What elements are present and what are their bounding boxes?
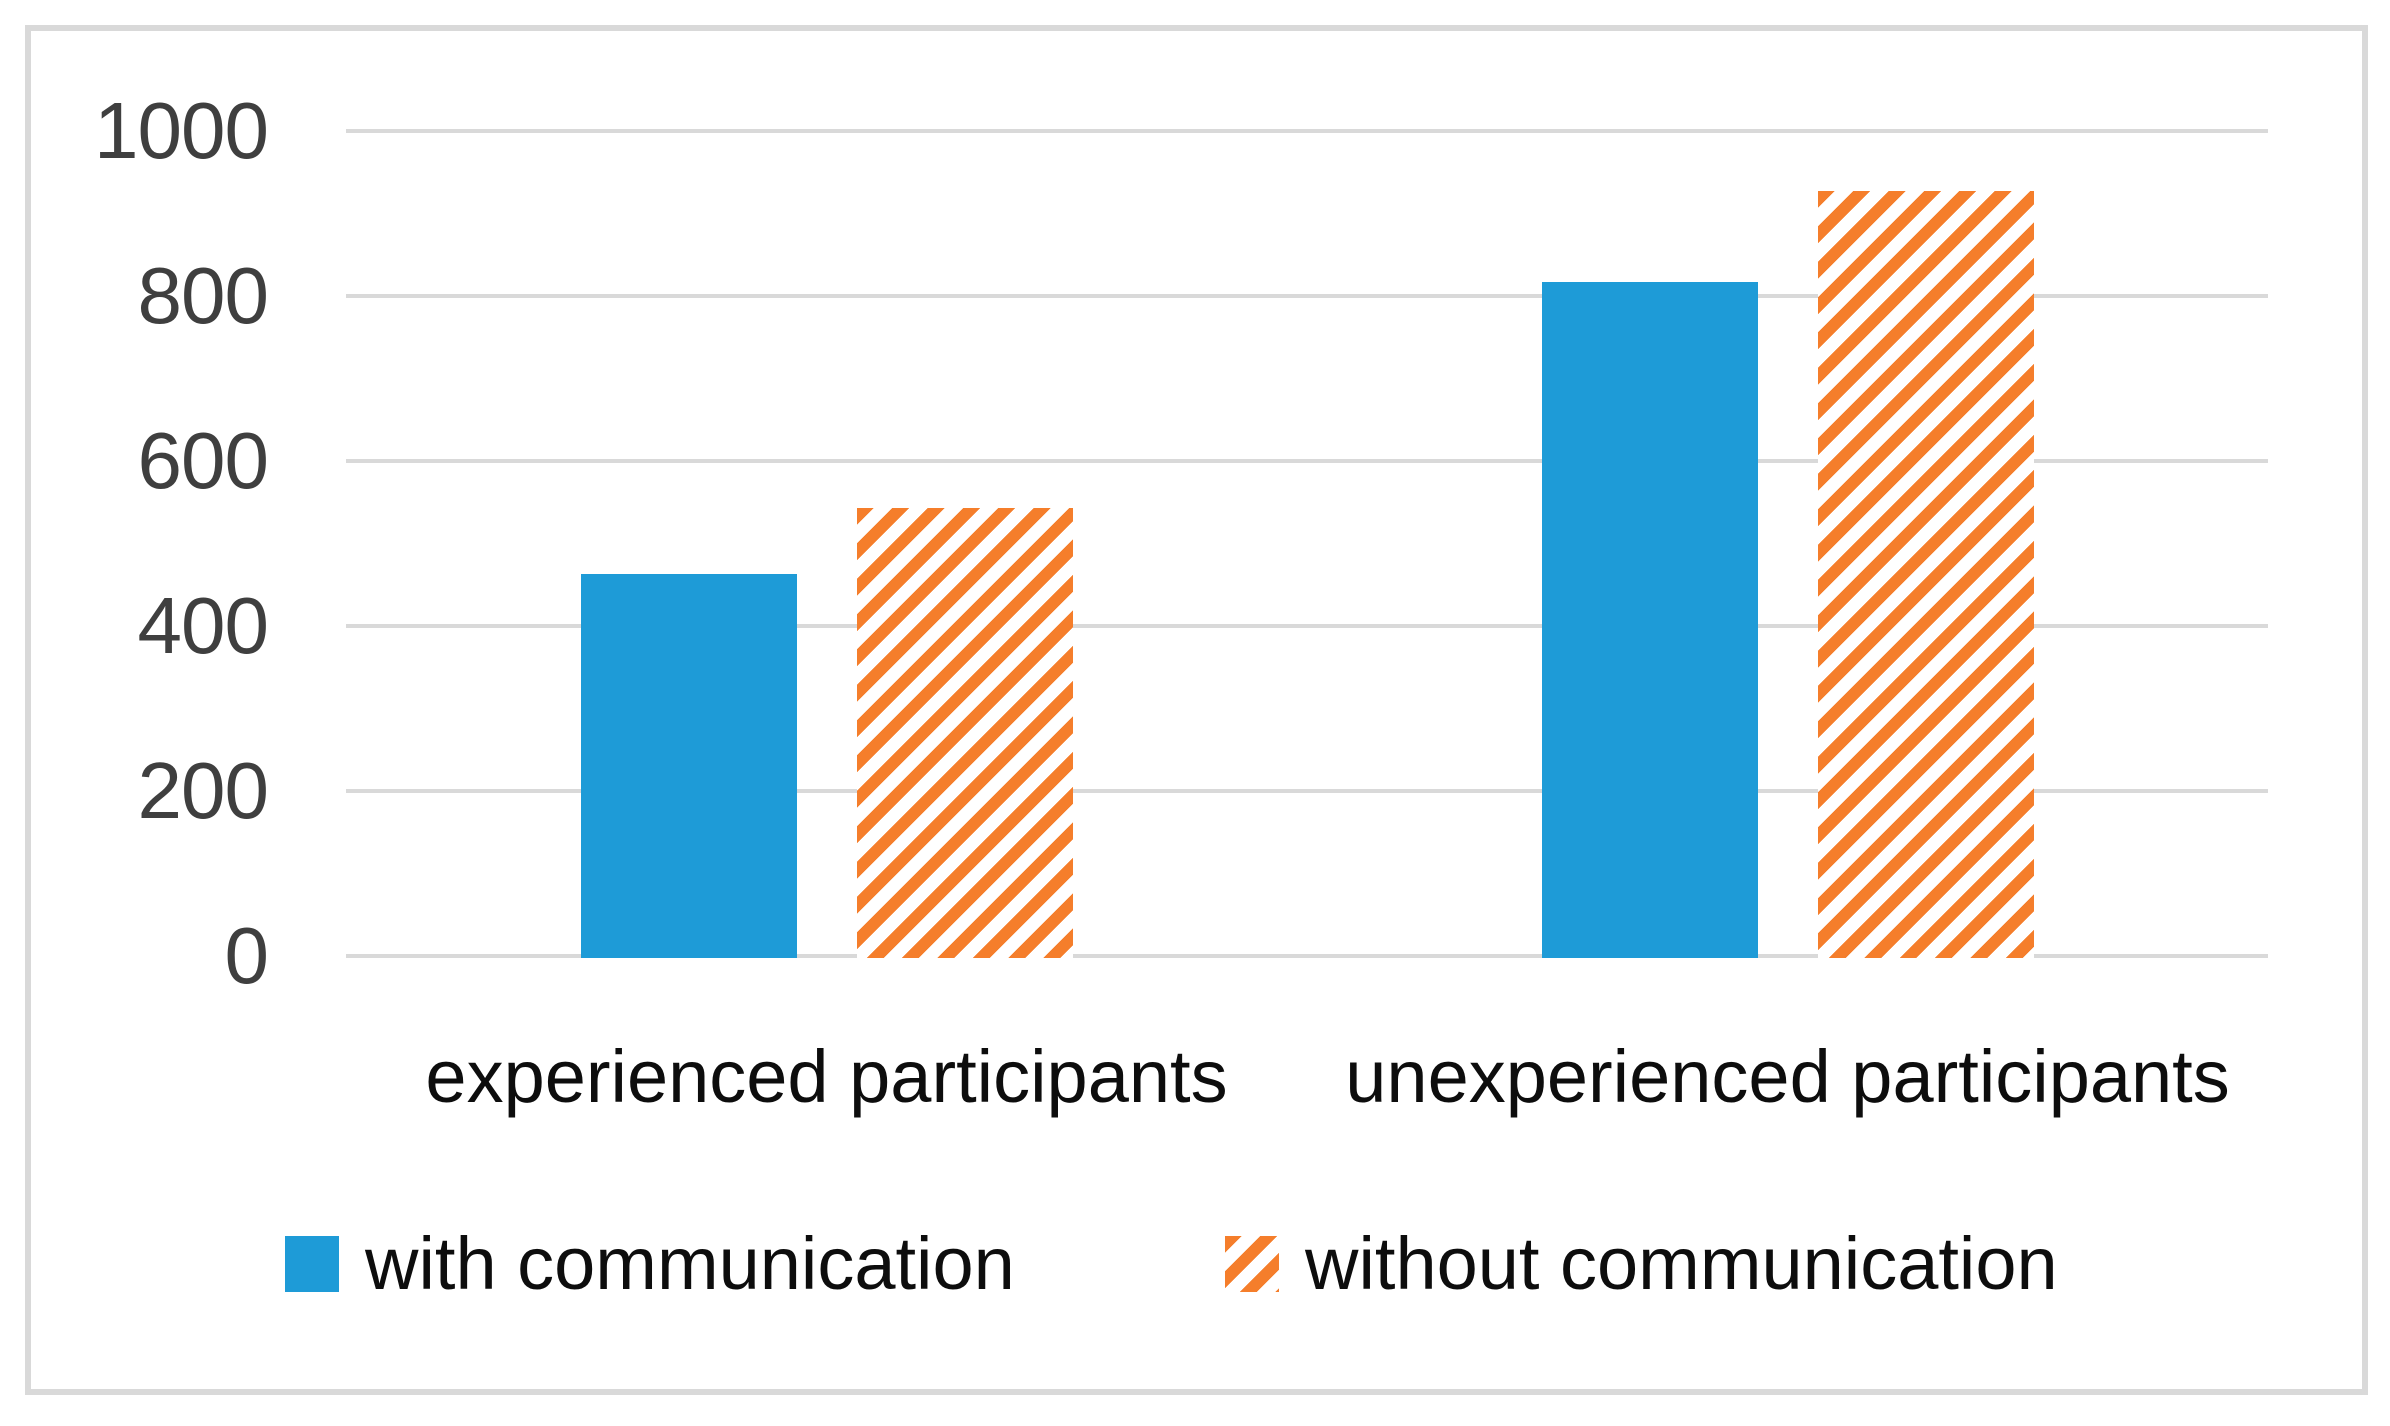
legend-label: with communication [365,1222,1015,1305]
bar-without-communication-experienced [856,508,1073,958]
legend-swatch-striped-orange-icon [1225,1236,1279,1292]
category-label-experienced: experienced participants [425,1035,1228,1118]
legend-item-with-communication: with communication [285,1224,1015,1304]
gridline-y-800 [346,294,2268,298]
category-label-unexperienced: unexperienced participants [1345,1035,2230,1118]
y-axis-tick-label: 400 [137,581,269,670]
gridline-y-400 [346,624,2268,628]
legend-item-without-communication: without communication [1225,1224,2058,1304]
gridline-y-0 [346,954,2268,958]
y-axis-tick-label: 200 [137,746,269,835]
y-axis-tick-label: 800 [137,251,269,340]
y-axis-tick-label: 0 [224,911,270,1000]
y-axis-tick-label: 1000 [94,86,269,175]
legend-swatch-solid-blue-icon [285,1236,339,1292]
gridline-y-600 [346,459,2268,463]
bar-with-communication-unexperienced [1541,281,1758,958]
gridline-y-1000 [346,129,2268,133]
gridline-y-200 [346,789,2268,793]
bar-without-communication-unexperienced [1817,190,2034,958]
bar-with-communication-experienced [580,574,797,958]
legend-label: without communication [1305,1222,2058,1305]
y-axis-tick-label: 600 [137,416,269,505]
